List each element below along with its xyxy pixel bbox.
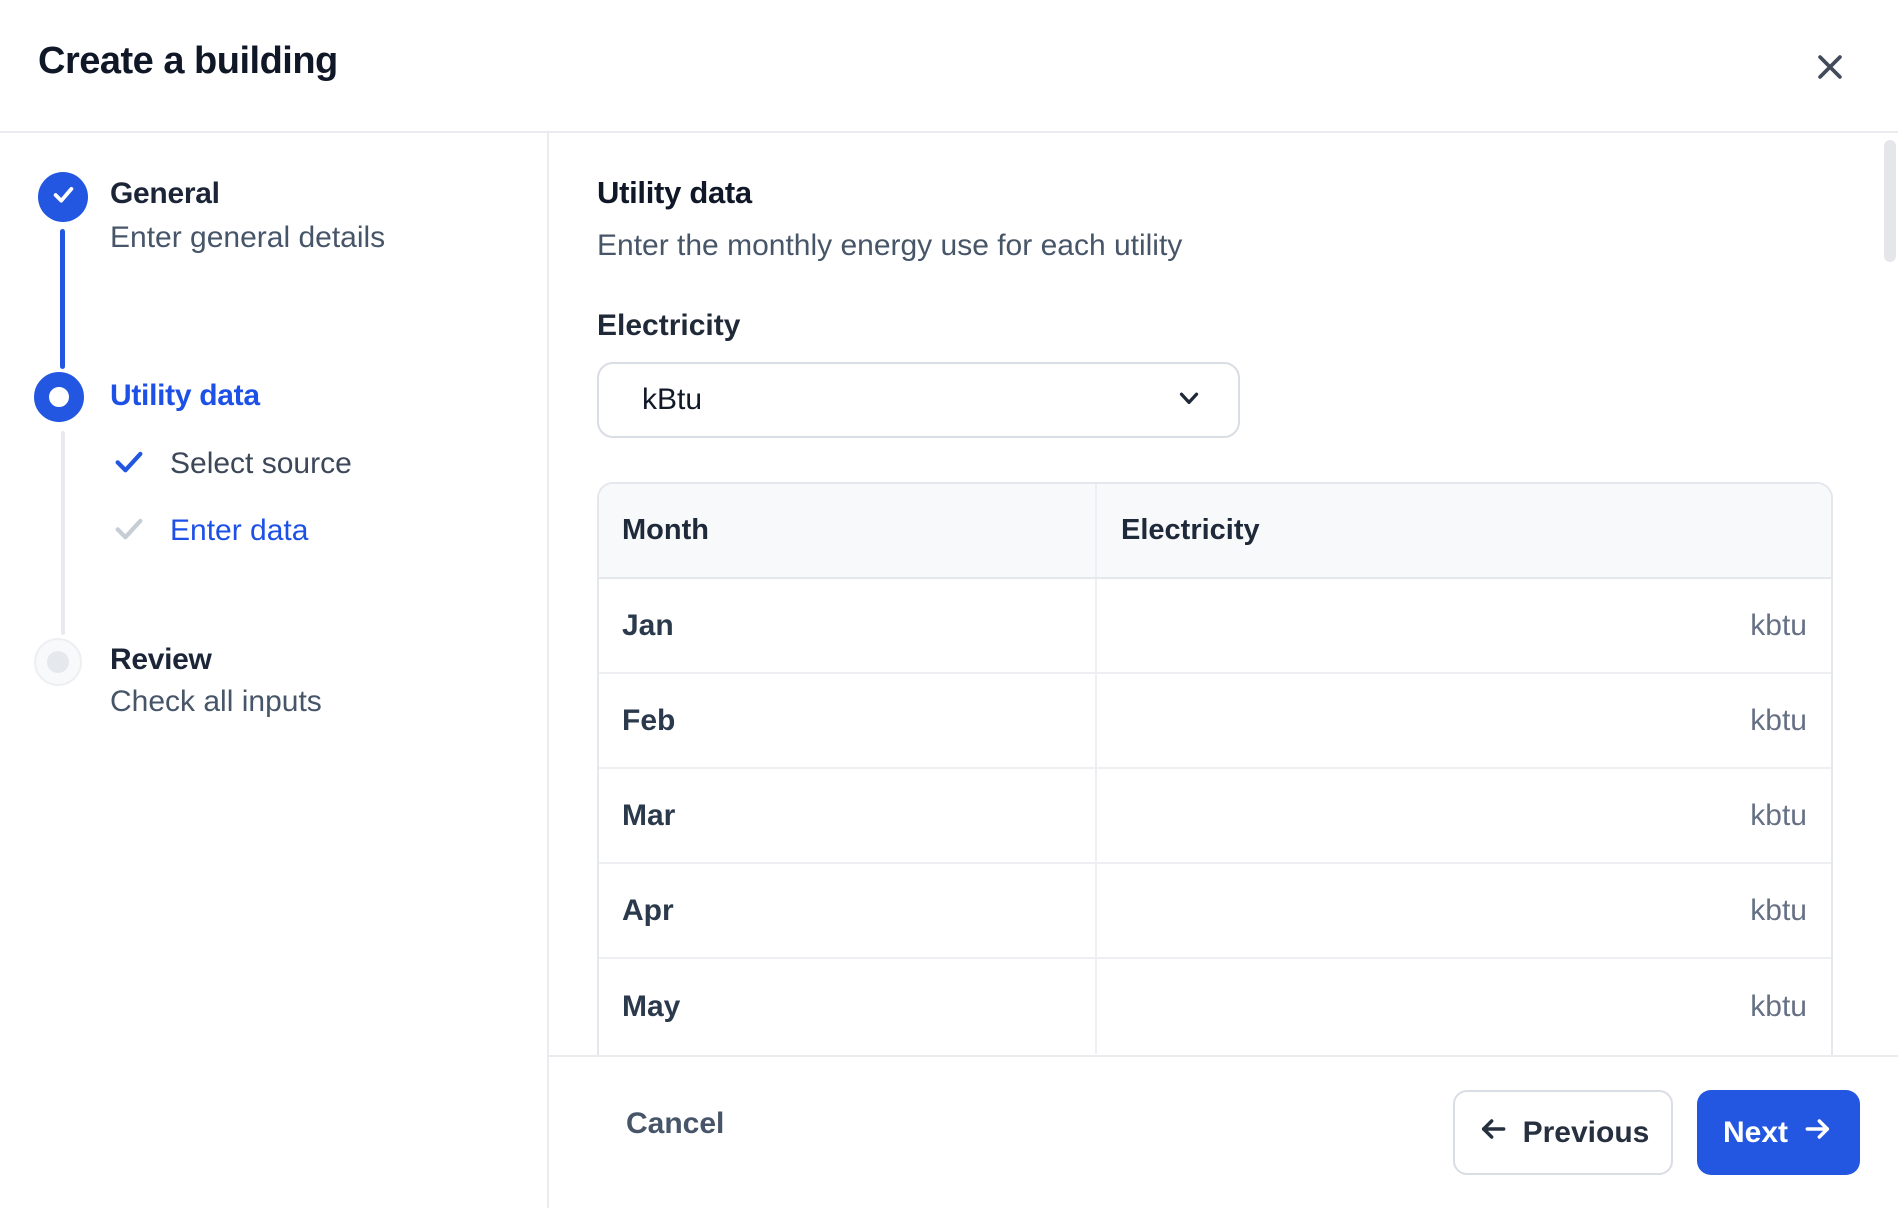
substep-label: Select source — [170, 446, 352, 480]
column-header-electricity: Electricity — [1121, 514, 1260, 546]
next-button[interactable]: Next — [1697, 1090, 1860, 1175]
electricity-input-mar[interactable] — [1121, 769, 1735, 862]
previous-button[interactable]: Previous — [1453, 1090, 1673, 1175]
utility-data-table: Month Electricity Jan kbtu Feb kbtu Mar — [597, 482, 1833, 1055]
sidebar-item-review[interactable]: Review — [110, 643, 212, 676]
close-icon — [1813, 50, 1847, 87]
close-button[interactable] — [1808, 46, 1852, 90]
modal-footer: Cancel Previous Next — [549, 1055, 1898, 1208]
substep-label: Enter data — [170, 513, 309, 547]
previous-button-label: Previous — [1522, 1115, 1650, 1149]
month-label: Mar — [622, 798, 676, 832]
table-row: Jan kbtu — [599, 579, 1831, 674]
substep-enter-data[interactable]: Enter data — [112, 511, 308, 550]
electricity-input-jan[interactable] — [1121, 579, 1735, 672]
electricity-input-apr[interactable] — [1121, 864, 1735, 957]
stepper-connector-done — [60, 229, 65, 369]
modal-body: General Enter general details Utility da… — [0, 133, 1898, 1208]
substep-select-source[interactable]: Select source — [112, 444, 352, 483]
step-review-indicator — [34, 638, 82, 686]
unit-suffix: kbtu — [1750, 893, 1807, 927]
main-panel: Utility data Enter the monthly energy us… — [549, 133, 1898, 1208]
electricity-field-label: Electricity — [597, 309, 741, 342]
table-row: May kbtu — [599, 959, 1831, 1054]
unit-suffix: kbtu — [1750, 798, 1807, 832]
page-title: Utility data — [597, 175, 752, 210]
page-subtitle: Enter the monthly energy use for each ut… — [597, 229, 1183, 262]
stepper-sidebar: General Enter general details Utility da… — [0, 133, 549, 1208]
table-row: Mar kbtu — [599, 769, 1831, 864]
step-review-description: Check all inputs — [110, 685, 322, 718]
column-header-month: Month — [622, 514, 709, 546]
unit-suffix: kbtu — [1750, 608, 1807, 642]
step-dot — [47, 651, 69, 673]
month-label: Apr — [622, 893, 674, 927]
electricity-input-feb[interactable] — [1121, 674, 1735, 767]
step-general-description: Enter general details — [110, 221, 386, 254]
unit-select[interactable]: kBtu — [597, 362, 1240, 438]
unit-suffix: kbtu — [1750, 703, 1807, 737]
month-label: May — [622, 989, 681, 1023]
table-row: Apr kbtu — [599, 864, 1831, 959]
scrollbar-thumb[interactable] — [1884, 140, 1896, 262]
table-row: Feb kbtu — [599, 674, 1831, 769]
cancel-button[interactable]: Cancel — [626, 1107, 725, 1140]
unit-select-value: kBtu — [642, 383, 703, 416]
chevron-down-icon — [1174, 383, 1204, 418]
step-utility-indicator — [34, 372, 84, 422]
check-icon — [112, 444, 146, 483]
unit-suffix: kbtu — [1750, 989, 1807, 1023]
month-label: Feb — [622, 703, 676, 737]
sidebar-item-general[interactable]: General — [110, 177, 220, 210]
table-header-row: Month Electricity — [599, 484, 1831, 579]
electricity-input-may[interactable] — [1121, 959, 1735, 1054]
month-label: Jan — [622, 608, 674, 642]
step-general-indicator — [38, 172, 88, 222]
stepper-connector-upcoming — [61, 431, 65, 635]
modal-title: Create a building — [38, 40, 338, 82]
next-button-label: Next — [1722, 1115, 1789, 1149]
arrow-right-icon — [1802, 1113, 1834, 1153]
check-icon — [112, 511, 146, 550]
sidebar-item-utility-data[interactable]: Utility data — [110, 379, 260, 412]
check-icon — [50, 181, 77, 213]
modal-header: Create a building — [0, 0, 1898, 133]
arrow-left-icon — [1477, 1113, 1509, 1153]
